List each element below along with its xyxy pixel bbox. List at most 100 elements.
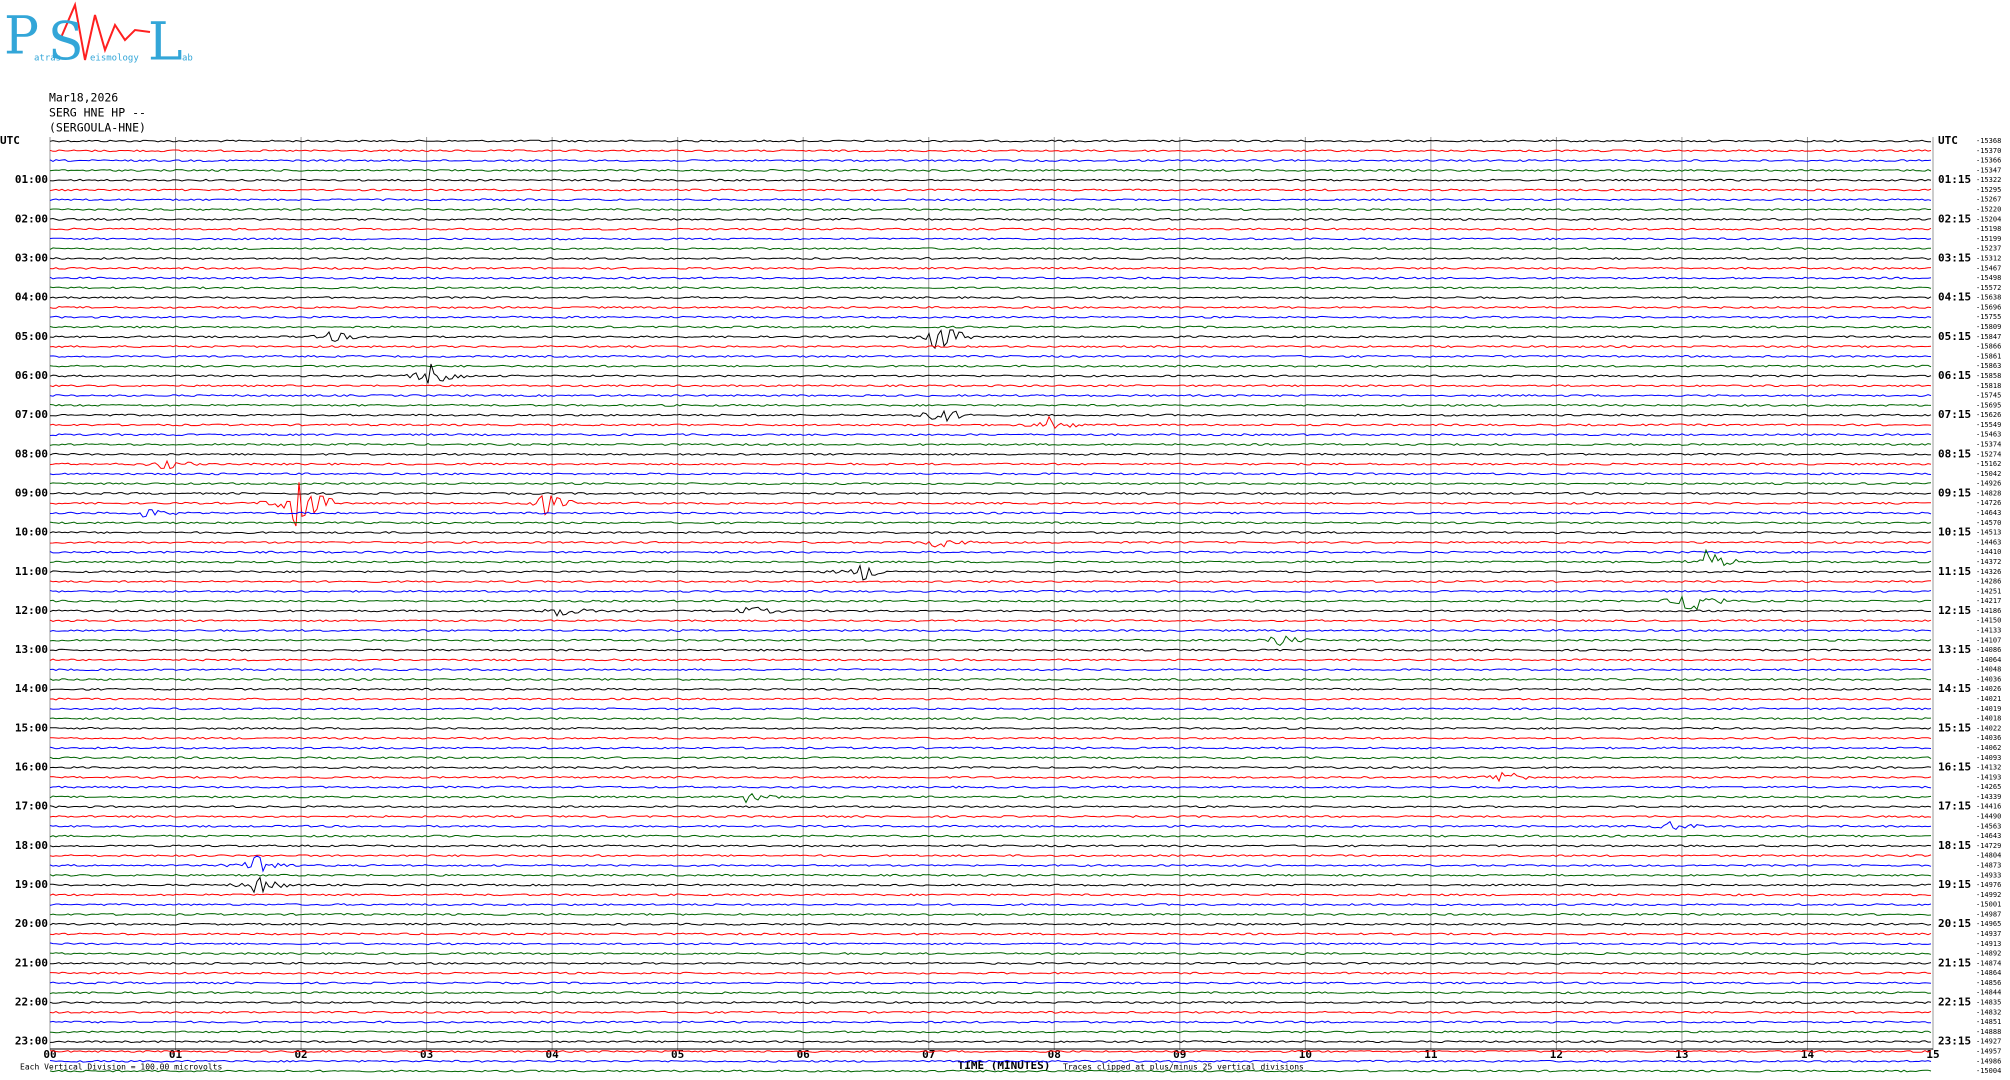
- trace: [49, 854, 1932, 858]
- trace: [49, 305, 1932, 309]
- left-time-label: UTC: [0, 134, 20, 147]
- left-time-label: 20:00: [15, 917, 48, 930]
- trace-offset: -14913: [1976, 940, 2001, 948]
- right-time-label: 13:15: [1938, 643, 1971, 656]
- trace: [49, 198, 1932, 202]
- right-time-label: 19:15: [1938, 878, 1971, 891]
- trace: [49, 707, 1932, 711]
- trace-offset: -14844: [1976, 989, 2001, 997]
- right-time-label: 20:15: [1938, 917, 1971, 930]
- x-tick-label: 02: [294, 1048, 307, 1061]
- trace-offset: -14643: [1976, 509, 2001, 517]
- trace-offset: -14064: [1976, 656, 2001, 664]
- trace: [49, 363, 1932, 384]
- trace: [49, 531, 1932, 535]
- trace-offset: -14563: [1976, 822, 2001, 830]
- left-time-label: 07:00: [15, 408, 48, 421]
- trace: [49, 678, 1932, 681]
- trace-offset: -14372: [1976, 558, 2001, 566]
- trace-offset: -14150: [1976, 617, 2001, 625]
- channel: SERG HNE HP --: [49, 106, 146, 120]
- right-time-label: 15:15: [1938, 721, 1971, 734]
- right-time-label: 18:15: [1938, 839, 1971, 852]
- trace-offset: -14992: [1976, 891, 2001, 899]
- trace-offset: -14570: [1976, 519, 2001, 527]
- trace-offset: -14965: [1976, 920, 2001, 928]
- right-time-label: 21:15: [1938, 956, 1971, 969]
- left-time-label: 21:00: [15, 956, 48, 969]
- trace: [49, 1050, 1932, 1053]
- trace: [49, 459, 1932, 470]
- trace: [50, 736, 1932, 740]
- trace-offset: -14062: [1976, 744, 2001, 752]
- trace-offset: -15463: [1976, 431, 2001, 439]
- trace: [49, 726, 1932, 730]
- trace: [49, 208, 1932, 211]
- trace-offset: -15626: [1976, 411, 2001, 419]
- trace-offset: -15549: [1976, 421, 2001, 429]
- trace: [49, 834, 1932, 838]
- left-time-label: 14:00: [15, 682, 48, 695]
- right-time-label: 23:15: [1938, 1035, 1971, 1048]
- trace-offset: -15498: [1976, 274, 2001, 282]
- trace-offset: -14086: [1976, 646, 2001, 654]
- trace-offset: -15695: [1976, 401, 2001, 409]
- trace-offset: -15745: [1976, 392, 2001, 400]
- trace-offset: -14643: [1976, 832, 2001, 840]
- right-time-label: 01:15: [1938, 173, 1971, 186]
- trace-offset: -14026: [1976, 685, 2001, 693]
- trace: [49, 668, 1932, 672]
- trace-offset: -15755: [1976, 313, 2001, 321]
- left-time-label: 16:00: [15, 761, 48, 774]
- trace: [49, 159, 1932, 163]
- trace-offset: -14265: [1976, 783, 2001, 791]
- trace: [49, 548, 1932, 567]
- trace: [49, 991, 1932, 995]
- trace: [49, 217, 1932, 221]
- trace: [49, 296, 1932, 300]
- trace-offset: -15322: [1976, 176, 2001, 184]
- trace-offset: -14410: [1976, 548, 2001, 556]
- trace-offset: -14828: [1976, 489, 2001, 497]
- left-time-label: 01:00: [15, 173, 48, 186]
- left-time-label: 10:00: [15, 526, 48, 539]
- logo-letter: P: [4, 7, 39, 67]
- trace: [49, 912, 1932, 916]
- trace: [49, 844, 1932, 848]
- trace-offset: -14021: [1976, 695, 2001, 703]
- trace: [49, 766, 1932, 770]
- trace: [49, 1069, 1932, 1073]
- trace-offset: -15370: [1976, 147, 2001, 155]
- trace: [49, 820, 1932, 831]
- trace: [49, 893, 1931, 897]
- trace: [49, 932, 1932, 936]
- trace: [49, 903, 1932, 907]
- trace: [49, 286, 1932, 290]
- trace: [49, 509, 1932, 518]
- x-tick-label: 05: [671, 1048, 684, 1061]
- trace: [49, 540, 1932, 548]
- trace: [49, 1010, 1932, 1014]
- trace-offset: -14490: [1976, 813, 2001, 821]
- trace-offset: -14729: [1976, 842, 2001, 850]
- trace: [49, 472, 1932, 476]
- trace-offset: -14048: [1976, 666, 2001, 674]
- trace: [49, 873, 1932, 877]
- trace-offset: -15237: [1976, 245, 2001, 253]
- trace-offset: -15863: [1976, 362, 2001, 370]
- trace-offset: -14851: [1976, 1018, 2001, 1026]
- trace-offset: -15809: [1976, 323, 2001, 331]
- trace-offset: -15295: [1976, 186, 2001, 194]
- trace: [49, 942, 1932, 946]
- trace-offset: -14873: [1976, 861, 2001, 869]
- x-tick-label: 08: [1048, 1048, 1061, 1061]
- trace-offset: -15347: [1976, 166, 2001, 174]
- x-tick-label: 10: [1299, 1048, 1312, 1061]
- trace-offset: -15366: [1976, 157, 2001, 165]
- trace-offset: -14832: [1976, 1008, 2001, 1016]
- right-time-label: 08:15: [1938, 447, 1971, 460]
- logo-text: atras: [34, 54, 61, 64]
- x-tick-label: 13: [1675, 1048, 1688, 1061]
- trace-offset: -14986: [1976, 1057, 2001, 1065]
- trace: [49, 257, 1932, 260]
